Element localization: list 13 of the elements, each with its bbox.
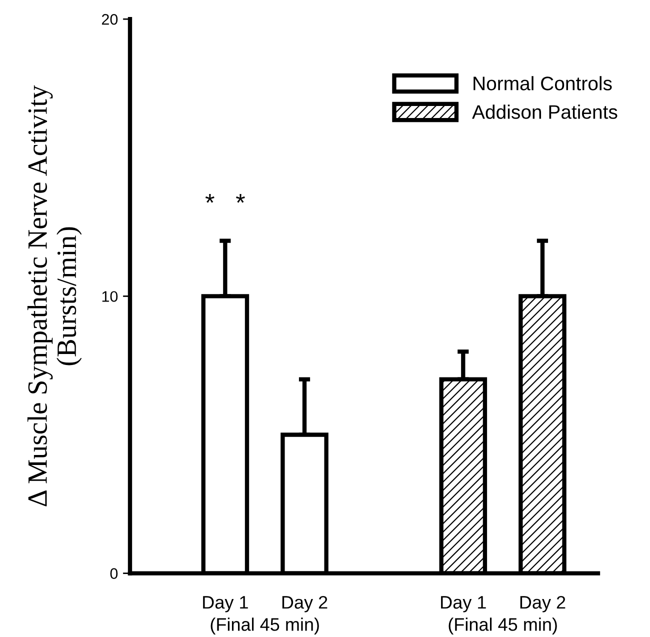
text: (Final 45 min) — [210, 618, 319, 634]
text: (Final 45 min) — [448, 618, 557, 634]
x-tick-label: Day 1 — [441, 596, 486, 612]
y-tick-label: 10 — [102, 291, 118, 302]
x-tick-label: Day 1 — [203, 596, 248, 612]
annotation: * * — [205, 194, 245, 203]
legend-label: Normal Controls — [474, 76, 612, 90]
y-axis-title: Δ Muscle Sympathetic Nerve Activity (Bursts/min) — [27, 85, 82, 506]
x-tick-label: Day 2 — [520, 596, 566, 612]
legend-label: Addison Patients — [472, 104, 618, 119]
x-tick-label: Day 2 — [282, 596, 328, 612]
y-tick-label: 0 — [110, 568, 118, 579]
y-tick-label: 20 — [102, 14, 118, 25]
